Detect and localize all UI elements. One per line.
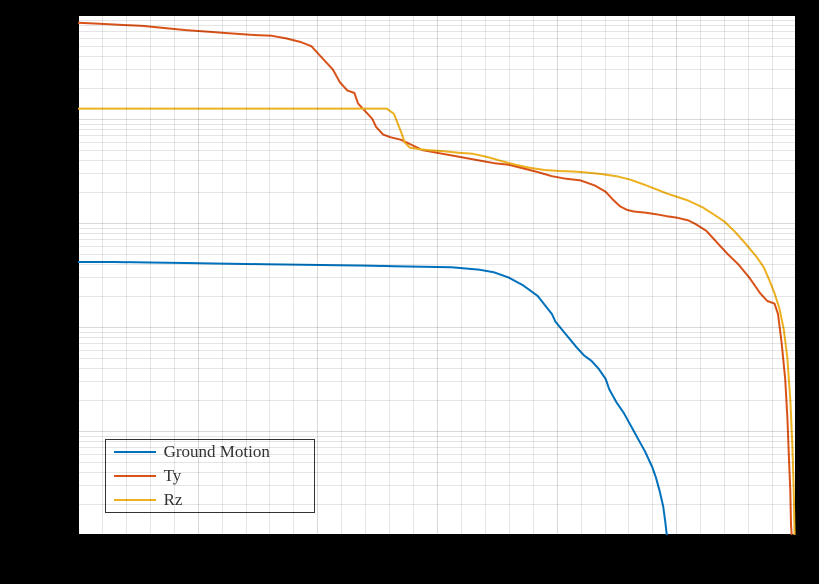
chart-legend: Ground Motion TyRz [105,439,315,513]
legend-item-ty: Ty [106,464,314,488]
legend-item-ground-motion: Ground Motion [106,440,314,464]
legend-label: Ty [164,466,182,486]
legend-label: Ground Motion [164,442,270,462]
legend-item-rz: Rz [106,488,314,512]
